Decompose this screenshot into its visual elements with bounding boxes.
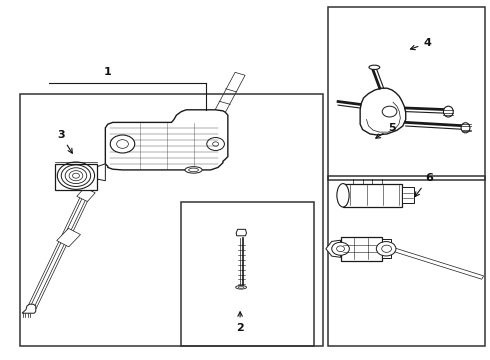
Ellipse shape	[443, 106, 453, 117]
Polygon shape	[360, 88, 406, 135]
Polygon shape	[28, 174, 99, 309]
Bar	[402, 187, 414, 203]
Ellipse shape	[461, 123, 470, 133]
Circle shape	[110, 135, 135, 153]
Polygon shape	[57, 228, 80, 247]
Bar	[181, 202, 314, 346]
Text: 3: 3	[57, 130, 73, 153]
Text: 4: 4	[411, 38, 431, 50]
Polygon shape	[105, 110, 228, 170]
Bar	[382, 239, 391, 258]
Ellipse shape	[337, 184, 349, 207]
Text: 1: 1	[104, 67, 112, 77]
Bar	[343, 184, 402, 207]
Polygon shape	[22, 304, 36, 313]
Circle shape	[332, 242, 349, 255]
Text: 6: 6	[415, 173, 433, 197]
Bar	[20, 94, 323, 346]
Text: 2: 2	[236, 312, 244, 333]
Ellipse shape	[369, 65, 380, 69]
Polygon shape	[96, 164, 105, 181]
Bar	[328, 7, 485, 180]
Bar	[341, 237, 382, 261]
Polygon shape	[236, 229, 246, 236]
Polygon shape	[390, 247, 484, 279]
Bar	[55, 164, 97, 190]
Polygon shape	[213, 72, 245, 117]
Ellipse shape	[185, 167, 202, 173]
Text: 5: 5	[376, 123, 396, 138]
Polygon shape	[30, 174, 98, 308]
Bar	[328, 176, 485, 346]
Ellipse shape	[236, 285, 246, 289]
Polygon shape	[77, 188, 95, 202]
Circle shape	[382, 106, 397, 117]
Polygon shape	[326, 240, 341, 257]
Circle shape	[376, 242, 396, 256]
